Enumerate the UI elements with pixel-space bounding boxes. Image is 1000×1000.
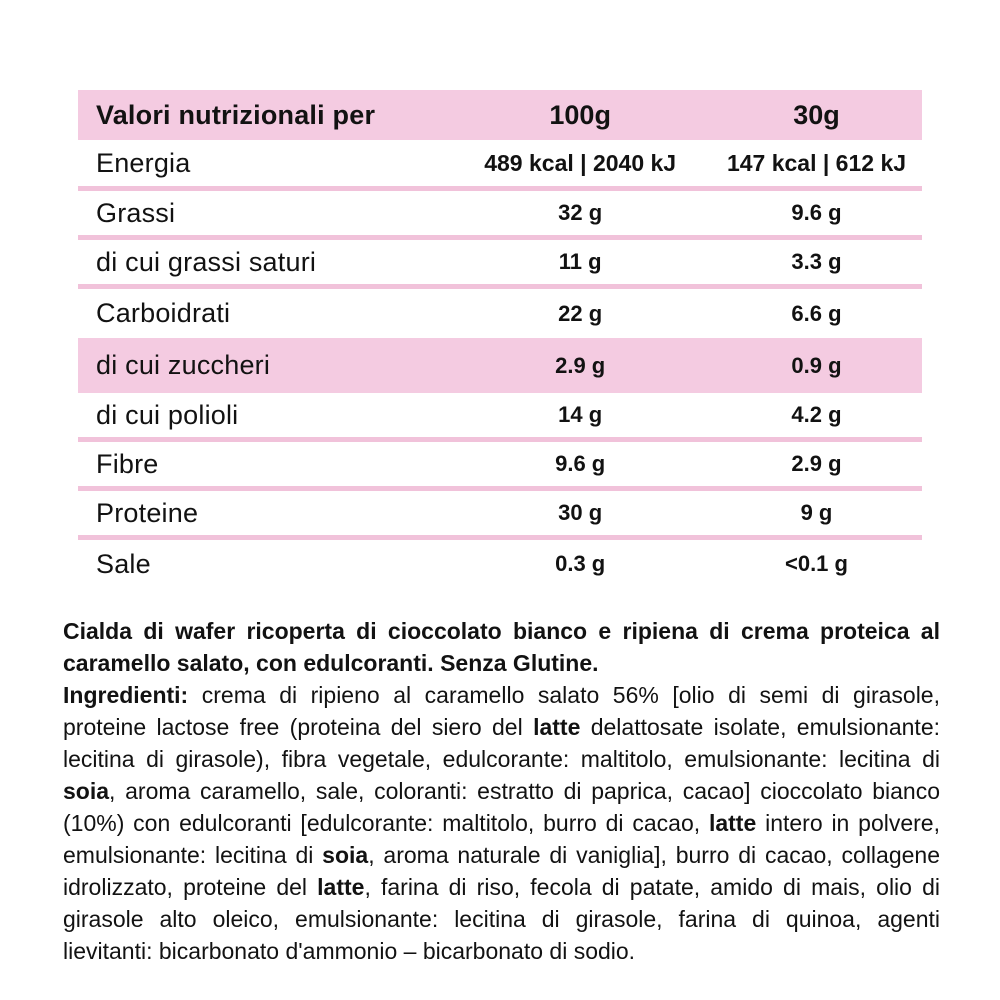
row-polioli: di cui polioli 14 g 4.2 g xyxy=(78,393,922,442)
row-proteine: Proteine 30 g 9 g xyxy=(78,491,922,540)
table-header-row: Valori nutrizionali per 100g 30g xyxy=(78,90,922,140)
nutrient-label: di cui zuccheri xyxy=(96,350,271,380)
value-per-100g: 9.6 g xyxy=(555,451,606,476)
value-per-30g: 4.2 g xyxy=(791,402,842,427)
nutrient-label: Carboidrati xyxy=(96,298,231,328)
product-text-block: Cialda di wafer ricoperta di cioccolato … xyxy=(63,615,940,967)
value-per-100g: 14 g xyxy=(558,402,603,427)
nutrient-label: di cui grassi saturi xyxy=(96,246,317,277)
nutrient-label: Fibre xyxy=(96,448,159,479)
row-zuccheri: di cui zuccheri 2.9 g 0.9 g xyxy=(78,338,922,393)
value-per-100g: 489 kcal | 2040 kJ xyxy=(484,149,677,176)
nutrient-label: Energia xyxy=(96,147,191,178)
nutrition-table: Valori nutrizionali per 100g 30g Energia… xyxy=(78,90,922,588)
row-grassi: Grassi 32 g 9.6 g xyxy=(78,191,922,240)
value-per-30g: <0.1 g xyxy=(784,551,848,576)
nutrient-label: Sale xyxy=(96,548,151,579)
header-col-30g: 30g xyxy=(793,99,840,130)
nutrient-label: di cui polioli xyxy=(96,399,239,430)
value-per-30g: 147 kcal | 612 kJ xyxy=(726,149,907,176)
row-fibre: Fibre 9.6 g 2.9 g xyxy=(78,442,922,491)
value-per-30g: 2.9 g xyxy=(791,451,842,476)
value-per-100g: 32 g xyxy=(558,200,603,225)
header-title: Valori nutrizionali per xyxy=(96,99,376,130)
nutrient-label: Grassi xyxy=(96,197,176,228)
header-col-100g: 100g xyxy=(549,99,611,130)
value-per-100g: 0.3 g xyxy=(555,551,606,576)
row-sale: Sale 0.3 g <0.1 g xyxy=(78,540,922,588)
value-per-30g: 6.6 g xyxy=(791,300,842,326)
value-per-100g: 11 g xyxy=(558,249,602,274)
row-grassi-saturi: di cui grassi saturi 11 g 3.3 g xyxy=(78,240,922,289)
row-carboidrati: Carboidrati 22 g 6.6 g xyxy=(78,289,922,338)
value-per-30g: 9 g xyxy=(800,500,833,525)
value-per-30g: 3.3 g xyxy=(791,249,842,274)
value-per-30g: 0.9 g xyxy=(791,352,842,378)
value-per-100g: 2.9 g xyxy=(555,352,606,378)
value-per-100g: 22 g xyxy=(558,300,603,326)
value-per-100g: 30 g xyxy=(558,500,603,525)
nutrient-label: Proteine xyxy=(96,497,199,528)
value-per-30g: 9.6 g xyxy=(791,200,842,225)
ingredients-paragraph: Ingredienti: crema di ripieno al caramel… xyxy=(63,682,940,964)
row-energia: Energia 489 kcal | 2040 kJ 147 kcal | 61… xyxy=(78,140,922,191)
product-description: Cialda di wafer ricoperta di cioccolato … xyxy=(63,618,940,676)
